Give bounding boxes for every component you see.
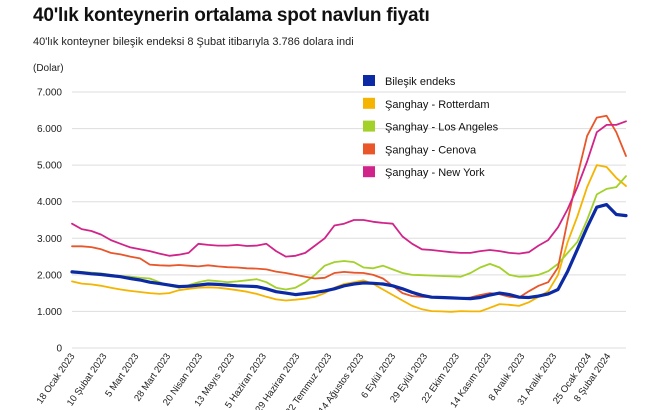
series-line — [71, 164, 627, 313]
series-line — [70, 203, 628, 301]
y-tick-label: 3.000 — [37, 234, 62, 245]
y-tick-label: 0 — [56, 344, 62, 355]
chart-title: 40'lık konteynerin ortalama spot navlun … — [33, 5, 430, 26]
y-tick-label: 4.000 — [37, 197, 62, 208]
y-tick-label: 6.000 — [37, 124, 62, 135]
y-tick-label: 2.000 — [37, 270, 62, 281]
legend: Bileşik endeks Şanghay - Rotterdam Şanghay… — [363, 75, 499, 179]
legend-swatch — [363, 143, 375, 155]
legend-label: Şanghay - Los Angeles — [385, 122, 499, 134]
legend-label: Şanghay - Rotterdam — [385, 99, 490, 111]
legend-label: Şanghay - New York — [385, 167, 485, 179]
legend-swatch — [363, 97, 375, 109]
y-axis-ticks: 0 1.000 2.000 3.000 4.000 5.000 6.000 7.000 — [37, 88, 62, 355]
series-line — [71, 120, 627, 258]
legend-swatch — [363, 75, 375, 86]
y-tick-label: 5.000 — [37, 161, 62, 172]
legend-label: Şanghay - Cenova — [385, 144, 477, 156]
series-line — [71, 114, 627, 300]
legend-swatch — [363, 120, 375, 132]
legend-label: Bileşik endeks — [385, 76, 456, 88]
y-axis-label: (Dolar) — [33, 63, 64, 74]
series-lines — [70, 114, 628, 313]
y-tick-label: 7.000 — [37, 88, 62, 99]
chart-subtitle: 40'lık konteyner bileşik endeksi 8 Şubat… — [33, 36, 354, 48]
gridlines — [72, 91, 626, 349]
legend-swatch — [363, 166, 375, 178]
y-tick-label: 1.000 — [37, 307, 62, 318]
